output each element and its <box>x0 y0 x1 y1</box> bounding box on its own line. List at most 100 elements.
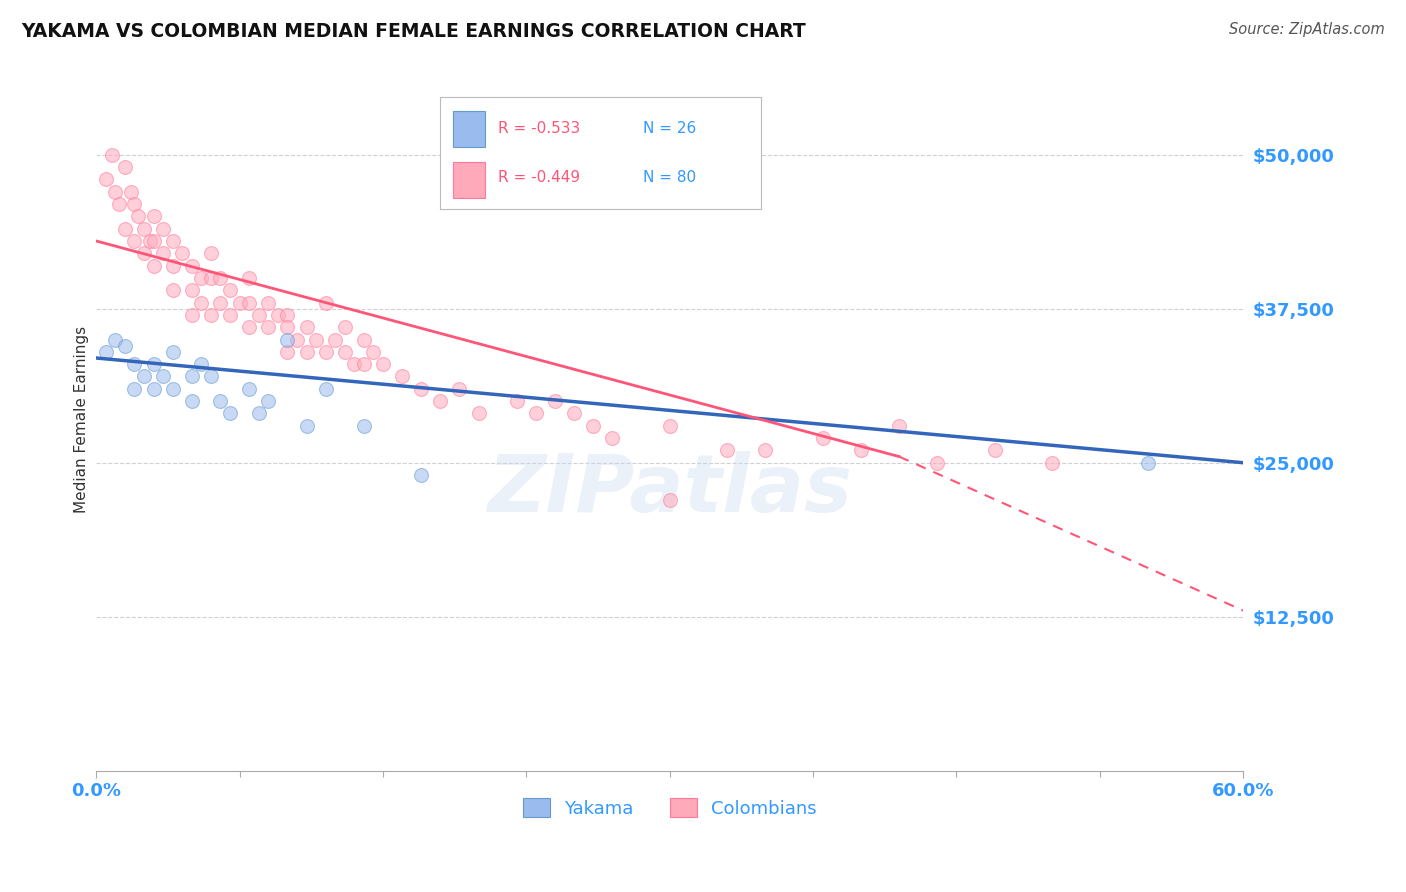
Point <box>276 333 298 347</box>
Point <box>152 246 174 260</box>
Point <box>467 407 489 421</box>
Point <box>104 333 127 347</box>
Point <box>124 197 146 211</box>
Point <box>247 407 270 421</box>
Point <box>363 344 385 359</box>
Point <box>190 271 212 285</box>
Point <box>276 308 298 322</box>
Point <box>132 369 155 384</box>
Point <box>247 308 270 322</box>
Point <box>100 147 122 161</box>
Point <box>124 382 146 396</box>
Point <box>209 394 232 409</box>
Point <box>180 369 202 384</box>
Point <box>238 320 260 334</box>
Point <box>200 369 222 384</box>
Point <box>295 320 318 334</box>
Point <box>238 382 260 396</box>
Point <box>180 308 202 322</box>
Point <box>219 308 242 322</box>
Point <box>162 344 184 359</box>
Point <box>353 333 375 347</box>
Point <box>172 246 194 260</box>
Point <box>162 259 184 273</box>
Point <box>315 382 337 396</box>
Point <box>295 344 318 359</box>
Point <box>267 308 290 322</box>
Point <box>333 344 356 359</box>
Point <box>429 394 451 409</box>
Point <box>285 333 308 347</box>
Point <box>219 283 242 297</box>
Point <box>132 221 155 235</box>
Point <box>114 221 136 235</box>
Point <box>142 382 165 396</box>
Point <box>94 344 117 359</box>
Point <box>152 221 174 235</box>
Point <box>315 295 337 310</box>
Point <box>94 172 117 186</box>
Point <box>120 185 142 199</box>
Point <box>887 418 910 433</box>
Point <box>544 394 567 409</box>
Point <box>219 407 242 421</box>
Point <box>152 369 174 384</box>
Point <box>295 418 318 433</box>
Point <box>228 295 250 310</box>
Point <box>716 443 738 458</box>
Point <box>333 320 356 334</box>
Point <box>343 357 366 371</box>
Point <box>162 382 184 396</box>
Point <box>162 234 184 248</box>
Point <box>124 357 146 371</box>
Legend: Yakama, Colombians: Yakama, Colombians <box>516 791 824 825</box>
Point <box>162 283 184 297</box>
Point <box>139 234 162 248</box>
Point <box>754 443 776 458</box>
Point <box>180 394 202 409</box>
Point <box>180 259 202 273</box>
Point <box>257 295 280 310</box>
Point <box>238 295 260 310</box>
Point <box>811 431 834 445</box>
Y-axis label: Median Female Earnings: Median Female Earnings <box>75 326 90 513</box>
Point <box>562 407 585 421</box>
Point <box>927 456 949 470</box>
Point <box>305 333 328 347</box>
Point <box>142 210 165 224</box>
Point <box>209 295 232 310</box>
Point <box>353 357 375 371</box>
Point <box>180 283 202 297</box>
Point <box>849 443 872 458</box>
Point <box>524 407 547 421</box>
Point <box>257 320 280 334</box>
Text: ZIPatlas: ZIPatlas <box>488 450 852 529</box>
Point <box>323 333 346 347</box>
Point <box>371 357 394 371</box>
Point <box>132 246 155 260</box>
Point <box>506 394 529 409</box>
Point <box>411 468 433 483</box>
Point <box>1136 456 1159 470</box>
Point <box>1040 456 1063 470</box>
Point <box>200 271 222 285</box>
Text: Source: ZipAtlas.com: Source: ZipAtlas.com <box>1229 22 1385 37</box>
Point <box>190 357 212 371</box>
Point <box>209 271 232 285</box>
Point <box>582 418 605 433</box>
Point <box>200 246 222 260</box>
Point <box>104 185 127 199</box>
Point <box>658 492 681 507</box>
Point <box>238 271 260 285</box>
Point <box>142 357 165 371</box>
Point <box>983 443 1005 458</box>
Text: YAKAMA VS COLOMBIAN MEDIAN FEMALE EARNINGS CORRELATION CHART: YAKAMA VS COLOMBIAN MEDIAN FEMALE EARNIN… <box>21 22 806 41</box>
Point <box>257 394 280 409</box>
Point <box>353 418 375 433</box>
Point <box>391 369 413 384</box>
Point <box>190 295 212 310</box>
Point <box>108 197 131 211</box>
Point <box>449 382 471 396</box>
Point <box>114 160 136 174</box>
Point <box>200 308 222 322</box>
